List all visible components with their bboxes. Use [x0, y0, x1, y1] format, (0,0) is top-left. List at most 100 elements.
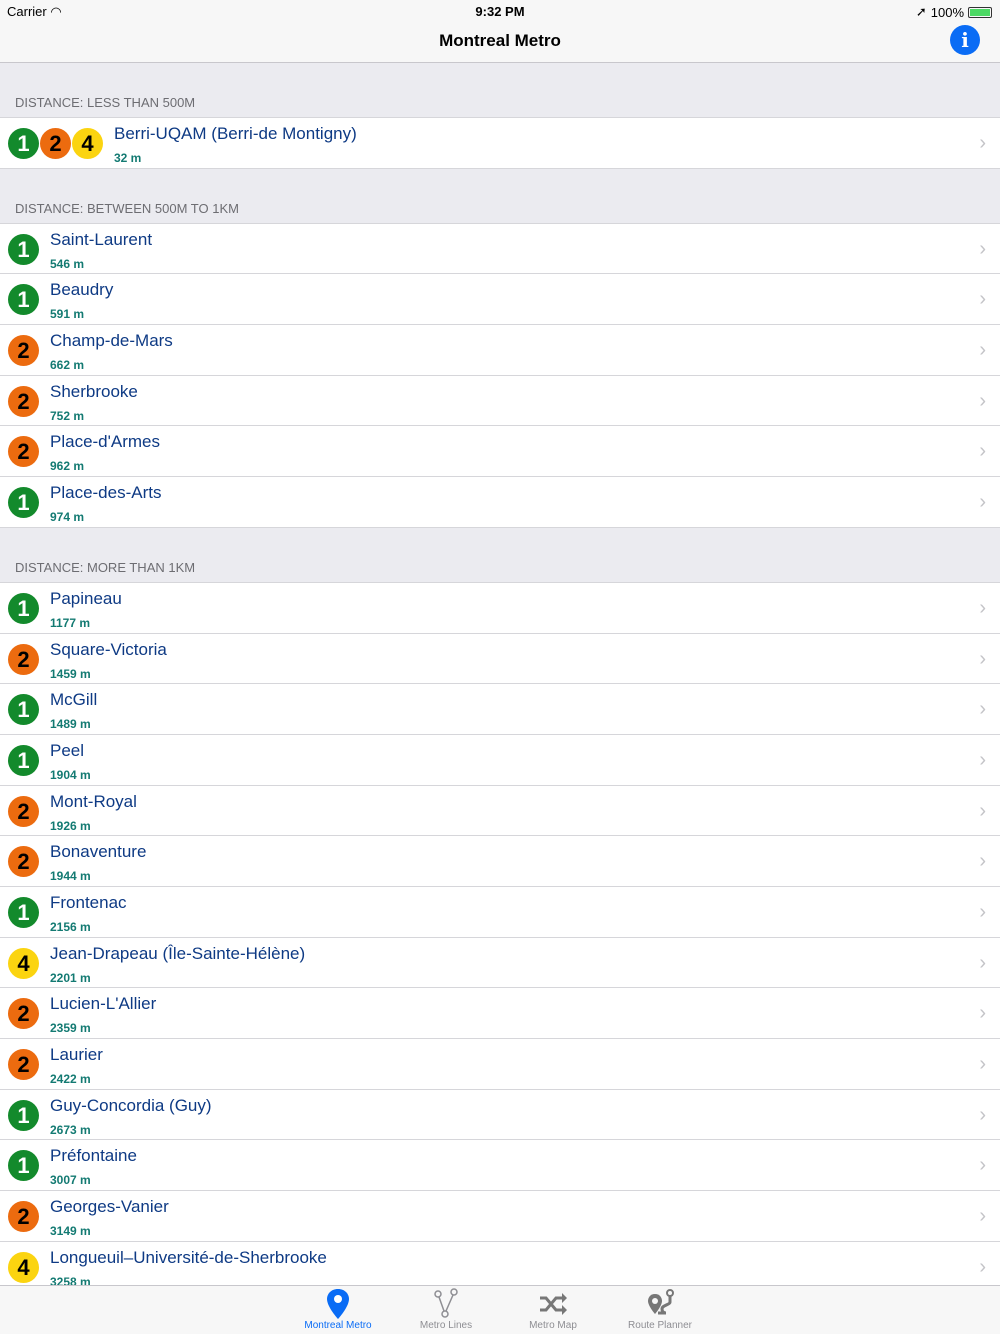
station-name: Lucien-L'Allier [50, 994, 157, 1014]
station-distance: 2201 m [50, 970, 91, 985]
chevron-right-icon: › [979, 440, 986, 463]
station-distance: 1489 m [50, 717, 91, 732]
chevron-right-icon: › [979, 1154, 986, 1177]
line-badges: 2 [8, 385, 39, 417]
station-row[interactable]: 1 Peel 1904 m › [0, 734, 1000, 786]
station-row[interactable]: 1 Saint-Laurent 546 m › [0, 223, 1000, 275]
chevron-right-icon: › [979, 237, 986, 260]
line-1-badge: 1 [8, 487, 39, 519]
line-4-badge: 4 [8, 1251, 39, 1283]
chevron-right-icon: › [979, 900, 986, 923]
station-name: Guy-Concordia (Guy) [50, 1095, 212, 1115]
station-distance: 1459 m [50, 666, 91, 681]
station-name: Peel [50, 740, 85, 760]
station-row[interactable]: 2 Champ-de-Mars 662 m › [0, 325, 1000, 376]
line-2-badge: 2 [40, 128, 71, 159]
section-header-label: DISTANCE: BETWEEN 500M TO 1KM [15, 200, 239, 216]
line-badges: 1 [8, 592, 39, 624]
line-badges: 2 [8, 795, 39, 827]
metro-lines-icon [434, 1288, 458, 1318]
station-row[interactable]: 2 Square-Victoria 1459 m › [0, 633, 1000, 685]
station-row[interactable]: 2 Sherbrooke 752 m › [0, 375, 1000, 427]
line-1-badge: 1 [8, 128, 39, 159]
chevron-right-icon: › [979, 850, 986, 873]
station-distance: 546 m [50, 256, 85, 271]
station-distance: 974 m [50, 510, 85, 525]
station-row[interactable]: 2 Georges-Vanier 3149 m › [0, 1191, 1000, 1242]
tab-metro-map[interactable]: Metro Map [498, 1286, 608, 1331]
station-row[interactable]: 2 Bonaventure 1944 m › [0, 836, 1000, 887]
page-title: Montreal Metro [439, 31, 561, 50]
station-distance: 32 m [114, 151, 142, 165]
battery-percent: 100% [930, 4, 964, 20]
info-icon[interactable]: i [950, 25, 980, 55]
line-badges: 2 [8, 643, 39, 675]
section-header: DISTANCE: MORE THAN 1KM [0, 528, 1000, 583]
line-badges: 4 [8, 1251, 39, 1283]
station-distance: 1944 m [50, 869, 91, 884]
station-row[interactable]: 1 Papineau 1177 m › [0, 582, 1000, 634]
station-row[interactable]: 2 Place-d'Armes 962 m › [0, 426, 1000, 478]
tab-montreal-metro[interactable]: Montreal Metro [283, 1286, 393, 1331]
station-name: Beaudry [50, 280, 114, 300]
station-row[interactable]: 4 Longueuil–Université-de-Sherbrooke 325… [0, 1241, 1000, 1285]
station-row[interactable]: 4 Jean-Drapeau (Île-Sainte-Hélène) 2201 … [0, 937, 1000, 989]
station-name: Papineau [50, 588, 122, 608]
chevron-right-icon: › [979, 288, 986, 311]
station-row[interactable]: 1 McGill 1489 m › [0, 684, 1000, 735]
station-row[interactable]: 1 Beaudry 591 m › [0, 274, 1000, 326]
station-distance: 752 m [50, 408, 85, 423]
line-2-badge: 2 [8, 643, 39, 675]
line-badges: 2 [8, 998, 39, 1030]
chevron-right-icon: › [979, 799, 986, 822]
location-arrow-icon: ➚ [915, 4, 927, 19]
station-distance: 3149 m [50, 1224, 91, 1239]
chevron-right-icon: › [979, 647, 986, 670]
route-planner-icon [648, 1289, 674, 1315]
station-row[interactable]: 1 Frontenac 2156 m › [0, 886, 1000, 938]
station-row[interactable]: 2 Lucien-L'Allier 2359 m › [0, 988, 1000, 1039]
station-name: Mont-Royal [50, 791, 137, 811]
line-2-badge: 2 [8, 795, 39, 827]
station-name: Sherbrooke [50, 381, 138, 401]
station-distance: 2422 m [50, 1072, 91, 1086]
tab-route-planner[interactable]: Route Planner [605, 1286, 715, 1331]
line-2-badge: 2 [8, 846, 39, 878]
line-badges: 2 [8, 436, 39, 468]
chevron-right-icon: › [979, 132, 986, 154]
line-badges: 1 [8, 896, 39, 928]
station-name: Square-Victoria [50, 639, 167, 659]
line-1-badge: 1 [8, 1150, 39, 1182]
station-row[interactable]: 1 Guy-Concordia (Guy) 2673 m › [0, 1089, 1000, 1141]
chevron-right-icon: › [979, 1255, 986, 1278]
line-1-badge: 1 [8, 694, 39, 726]
station-name: Longueuil–Université-de-Sherbrooke [50, 1247, 327, 1267]
station-distance: 1926 m [50, 818, 91, 833]
line-1-badge: 1 [8, 233, 39, 265]
chevron-right-icon: › [979, 951, 986, 974]
chevron-right-icon: › [979, 491, 986, 514]
station-row[interactable]: 2 Mont-Royal 1926 m › [0, 785, 1000, 837]
line-4-badge: 4 [72, 128, 103, 159]
station-list[interactable]: DISTANCE: LESS THAN 500M 1 2 4 Berri-UQAM (… [0, 63, 1000, 1285]
station-row[interactable]: 1 Préfontaine 3007 m › [0, 1140, 1000, 1192]
station-distance: 1904 m [50, 767, 91, 782]
line-1-badge: 1 [8, 1099, 39, 1131]
tab-metro-lines[interactable]: Metro Lines [391, 1286, 501, 1331]
line-badges: 1 [8, 284, 39, 316]
station-name: Saint-Laurent [50, 229, 153, 249]
station-name: Jean-Drapeau (Île-Sainte-Hélène) [50, 943, 306, 963]
section-header-label: DISTANCE: LESS THAN 500M [15, 95, 196, 110]
line-2-badge: 2 [8, 1049, 39, 1080]
chevron-right-icon: › [979, 1103, 986, 1126]
chevron-right-icon: › [979, 596, 986, 619]
station-row[interactable]: 2 Laurier 2422 m › [0, 1039, 1000, 1090]
line-1-badge: 1 [8, 744, 39, 776]
station-name: McGill [50, 690, 98, 710]
chevron-right-icon: › [979, 339, 986, 362]
line-badges: 1 [8, 487, 39, 519]
station-distance: 962 m [50, 459, 85, 474]
station-row[interactable]: 1 Place-des-Arts 974 m › [0, 477, 1000, 528]
